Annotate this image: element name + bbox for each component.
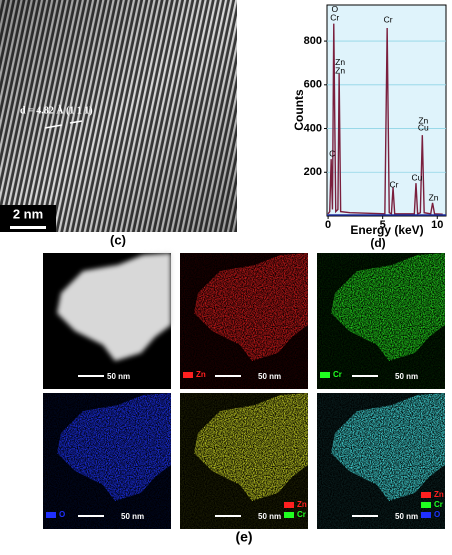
scale-bar: [215, 375, 241, 377]
lattice-annotation: d = 4.82 Å (1 1 1): [20, 104, 93, 116]
image-shade: [0, 0, 237, 232]
x-tick-label: 10: [431, 219, 443, 231]
scale-bar-label: 2 nm: [13, 206, 43, 221]
legend-swatch: [421, 492, 431, 498]
x-tick-label: 0: [325, 219, 331, 231]
scale-bar-label: 50 nm: [258, 512, 281, 521]
scale-bar-label: 50 nm: [107, 372, 130, 381]
background-noise: [317, 253, 445, 389]
element-map: 50 nm: [43, 253, 171, 389]
legend-label: Zn: [297, 500, 307, 509]
legend-swatch: [284, 502, 294, 508]
scale-bar: [352, 515, 378, 517]
map-signal: [43, 393, 171, 529]
element-map: 50 nm Zn: [180, 253, 308, 389]
peak-label: Cr: [330, 12, 339, 22]
panel-c: d = 4.82 Å (1 1 1) 2 nm (c): [0, 0, 237, 247]
legend-label: Zn: [434, 490, 444, 499]
map-signal: [180, 393, 308, 529]
y-tick-label: 600: [304, 79, 322, 91]
background-noise: [317, 393, 445, 529]
peak-label: Zn: [429, 193, 439, 203]
peak-label: Cr: [384, 14, 393, 24]
peak-label: Zn: [335, 65, 345, 75]
panel-label: (e): [235, 529, 252, 545]
map-signal: [180, 253, 308, 389]
y-axis-label: Counts: [292, 89, 306, 131]
background-noise: [180, 393, 308, 529]
scale-bar: [352, 375, 378, 377]
legend-swatch: [284, 512, 294, 518]
peak-label: Zn: [418, 115, 428, 125]
legend-swatch: [46, 512, 56, 518]
legend-swatch: [421, 502, 431, 508]
spectrum-line: [327, 23, 443, 215]
y-tick-label: 200: [304, 166, 322, 178]
peak-label: O: [331, 4, 338, 14]
scale-bar-label: 50 nm: [395, 372, 418, 381]
map-signal: [317, 253, 445, 389]
legend-swatch: [421, 512, 431, 518]
scale-bar-label: 50 nm: [258, 372, 281, 381]
scale-bar: [78, 515, 104, 517]
legend-swatch: [320, 372, 330, 378]
x-axis-label: Energy (keV): [350, 223, 423, 237]
map-signal: [317, 393, 445, 529]
y-tick-label: 800: [304, 35, 322, 47]
legend-label: O: [59, 510, 65, 519]
element-map: 50 nm Cr: [317, 253, 445, 389]
scale-bar-label: 50 nm: [395, 512, 418, 521]
x-tick-label: 5: [380, 219, 386, 231]
background-noise: [180, 253, 308, 389]
background-noise: [43, 393, 171, 529]
legend-label: Cr: [333, 370, 342, 379]
scale-bar: [10, 226, 46, 229]
panel-label: (d): [370, 236, 385, 250]
peak-label: Cu: [412, 172, 423, 182]
element-map: 50 nm O: [43, 393, 171, 529]
panel-label: (c): [110, 232, 126, 247]
legend-swatch: [183, 372, 193, 378]
peak-label: Zn: [335, 57, 345, 67]
scale-bar-label: 50 nm: [121, 512, 144, 521]
peak-label: C: [329, 148, 335, 158]
scale-bar: [215, 515, 241, 517]
y-tick-label: 400: [304, 122, 322, 134]
legend-label: Zn: [196, 370, 206, 379]
arrow: [69, 120, 83, 124]
arrow: [44, 124, 63, 129]
peak-label: Cu: [418, 122, 429, 132]
scale-bar: [78, 375, 104, 377]
panel-d: Counts Energy (keV) (d) 200 400 600 800 0 5 10…: [292, 4, 447, 250]
peak-label: Cr: [390, 179, 399, 189]
legend-label: O: [434, 510, 440, 519]
legend-label: Cr: [297, 510, 306, 519]
legend-label: Cr: [434, 500, 443, 509]
